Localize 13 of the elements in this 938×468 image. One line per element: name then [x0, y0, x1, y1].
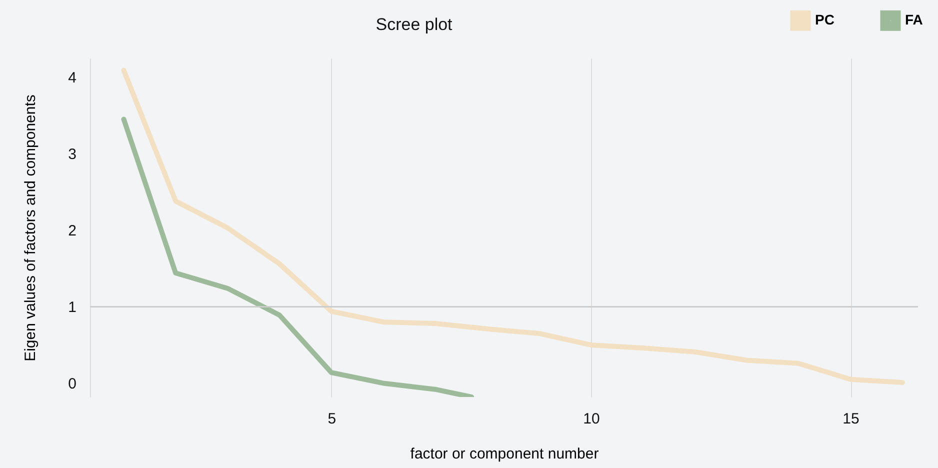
chart-title: Scree plot	[376, 15, 453, 34]
y-tick-label: 1	[68, 299, 76, 316]
x-tick-label: 10	[583, 410, 600, 428]
y-tick-label: 0	[68, 376, 76, 393]
legend-label: FA	[905, 12, 923, 28]
y-axis-title: Eigen values of factors and components	[22, 94, 40, 362]
y-tick-label: 2	[68, 222, 76, 240]
legend-label: PC	[815, 12, 834, 28]
y-tick-label: 3	[68, 146, 76, 164]
y-tick-label: 4	[68, 70, 76, 87]
x-tick-label: 5	[328, 410, 336, 428]
x-tick-label: 15	[842, 410, 860, 428]
x-axis-title: factor or component number	[410, 446, 599, 462]
